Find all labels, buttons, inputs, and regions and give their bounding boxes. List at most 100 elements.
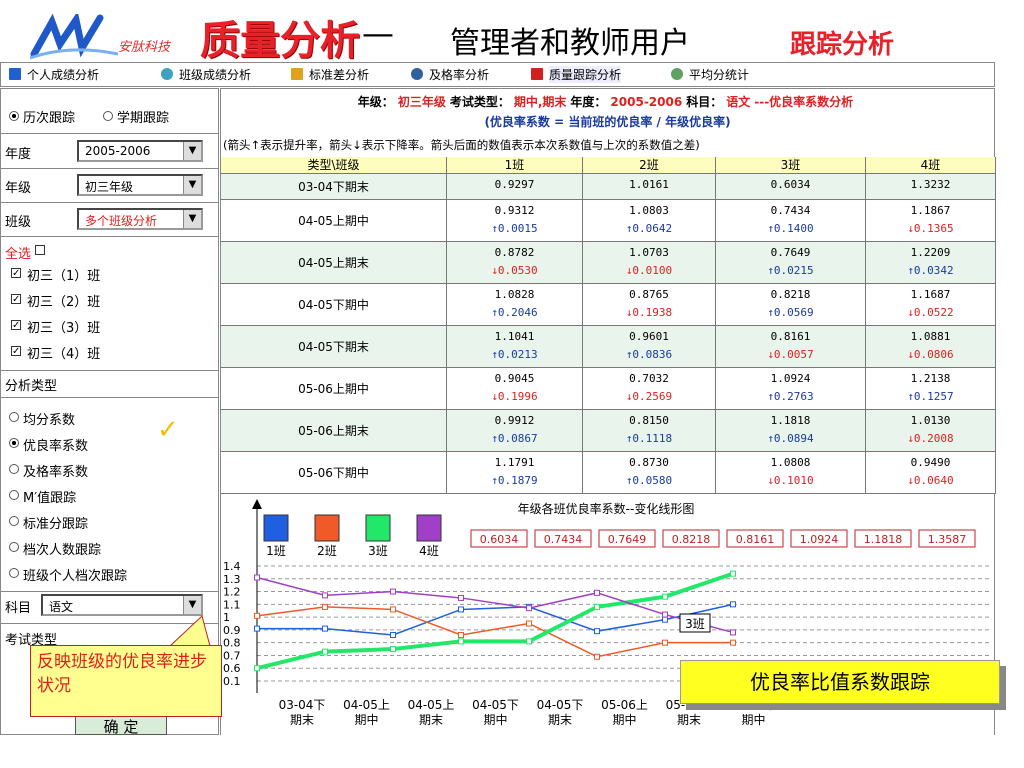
table-cell: 0.8765 ↓0.1938: [583, 284, 716, 326]
cell-diff: ↑0.0580: [625, 474, 673, 487]
radio[interactable]: [9, 111, 19, 121]
point: [390, 646, 396, 653]
series-line: [256, 606, 733, 658]
checkbox[interactable]: ✓: [11, 268, 21, 279]
separator: [1, 397, 218, 398]
radio-label: 均分系数: [23, 413, 76, 428]
field-label: 班级: [5, 215, 32, 230]
field-label: 考试类型: [5, 633, 58, 648]
legend-label: 2班: [317, 544, 337, 558]
row-label: 05-06上期末: [221, 410, 447, 452]
y-tick-label: 1.2: [223, 586, 241, 599]
select[interactable]: 2005-2006 ▼: [77, 140, 203, 162]
cell-diff: ↓0.0640: [907, 474, 954, 487]
row-label: 04-05下期中: [221, 284, 447, 326]
toolbar-item[interactable]: 班级成绩分析: [179, 68, 252, 82]
table-cell: 1.0924 ↑0.2763: [716, 368, 866, 410]
note: (箭头↑表示提升率，箭头↓表示下降率。箭头后面的数值表示本次系数值与上次的系数值…: [223, 138, 700, 152]
table-cell: 0.9912 ↑0.0867: [447, 410, 583, 452]
field-label: 年级: [5, 181, 32, 196]
radio[interactable]: [103, 111, 113, 121]
table-cell: 1.3232: [866, 174, 996, 200]
radio-label: 标准分跟踪: [23, 517, 89, 532]
cell-diff: ↓0.2008: [907, 432, 954, 445]
x-tick-label: 03-04下期末: [279, 698, 326, 727]
legend-swatch: [314, 514, 340, 542]
cell-value: 0.7434: [770, 204, 811, 217]
checkbox[interactable]: ✓: [11, 294, 21, 305]
point: [254, 665, 260, 672]
cell-diff: ↓0.1010: [767, 474, 814, 487]
radio[interactable]: [9, 412, 19, 422]
section-title: 跟踪分析: [790, 30, 895, 60]
cell-diff: ↑0.0215: [767, 264, 814, 277]
toolbar-item[interactable]: 质量跟踪分析: [549, 66, 622, 83]
table-cell: 0.7434 ↑0.1400: [716, 200, 866, 242]
table-cell: 1.1791 ↑0.1879: [447, 452, 583, 494]
toolbar-item[interactable]: 平均分统计: [689, 68, 750, 82]
checkbox[interactable]: ✓: [11, 346, 21, 357]
radio-label: 及格率系数: [23, 465, 89, 480]
value-box-text: 0.8218: [672, 533, 711, 546]
table-cell: 1.1818 ↑0.0894: [716, 410, 866, 452]
y-tick-label: 1.1: [223, 598, 241, 611]
table-cell: 0.8782 ↓0.0530: [447, 242, 583, 284]
radio[interactable]: [9, 438, 19, 448]
radio[interactable]: [9, 516, 19, 526]
info-bg: [221, 89, 994, 157]
point: [458, 638, 464, 645]
select[interactable]: 初三年级 ▼: [77, 174, 203, 196]
radio[interactable]: [9, 542, 19, 552]
table-cell: 0.9601 ↑0.0836: [583, 326, 716, 368]
radio[interactable]: [9, 568, 19, 578]
cell-value: 0.8730: [629, 456, 669, 469]
y-tick-label: 0.7: [223, 649, 241, 662]
table-cell: 0.8150 ↑0.1118: [583, 410, 716, 452]
legend-swatch: [365, 514, 391, 542]
table-cell: 1.0881 ↓0.0806: [866, 326, 996, 368]
select-value: 初三年级: [85, 180, 134, 194]
point: [254, 612, 260, 619]
radio[interactable]: [9, 490, 19, 500]
toolbar-icon: [531, 68, 543, 80]
table-cell: 1.1867 ↓0.1365: [866, 200, 996, 242]
select[interactable]: 语文 ▼: [41, 594, 203, 616]
cell-diff: ↓0.2569: [625, 390, 673, 403]
series-line: [256, 571, 734, 671]
info-text: 初三年级: [397, 95, 446, 109]
toolbar-item[interactable]: 标准差分析: [309, 68, 370, 82]
table-cell: 1.1687 ↓0.0522: [866, 284, 996, 326]
cell-value: 0.8218: [770, 288, 811, 301]
toolbar-icon: [161, 68, 173, 80]
radio-label: 历次跟踪: [23, 111, 76, 126]
table-cell: 1.2138 ↑0.1257: [866, 368, 996, 410]
checkbox[interactable]: [35, 245, 45, 255]
point: [730, 601, 736, 608]
point: [730, 639, 736, 646]
toolbar-item[interactable]: 个人成绩分析: [27, 68, 100, 82]
point: [662, 593, 668, 600]
legend-swatch: [263, 514, 289, 542]
cell-value: 1.0703: [629, 246, 669, 259]
formula: (优良率系数 = 当前班的优良率 / 年级优良率): [484, 115, 731, 129]
table-header: 3班: [716, 157, 866, 174]
table-cell: 1.0808 ↓0.1010: [716, 452, 866, 494]
cell-diff: ↑0.1118: [625, 432, 673, 445]
checkbox[interactable]: ✓: [11, 320, 21, 331]
cell-diff: ↑0.0836: [625, 348, 673, 361]
select[interactable]: 多个班级分析 ▼: [77, 208, 203, 230]
radio-label: 档次人数跟踪: [23, 543, 102, 558]
value-box-text: 0.7434: [544, 533, 583, 546]
table-cell: 1.0803 ↑0.0642: [583, 200, 716, 242]
point: [662, 616, 668, 623]
radio[interactable]: [9, 464, 19, 474]
toolbar-item[interactable]: 及格率分析: [429, 68, 490, 82]
row-label: 04-05上期末: [221, 242, 447, 284]
value-box-text: 1.1818: [864, 533, 903, 546]
class-label: 初三（3）班: [27, 321, 101, 336]
value-box: [726, 529, 784, 548]
cell-value: 0.9912: [494, 414, 535, 427]
point: [662, 639, 668, 646]
select-arrow: ▼: [183, 210, 201, 228]
